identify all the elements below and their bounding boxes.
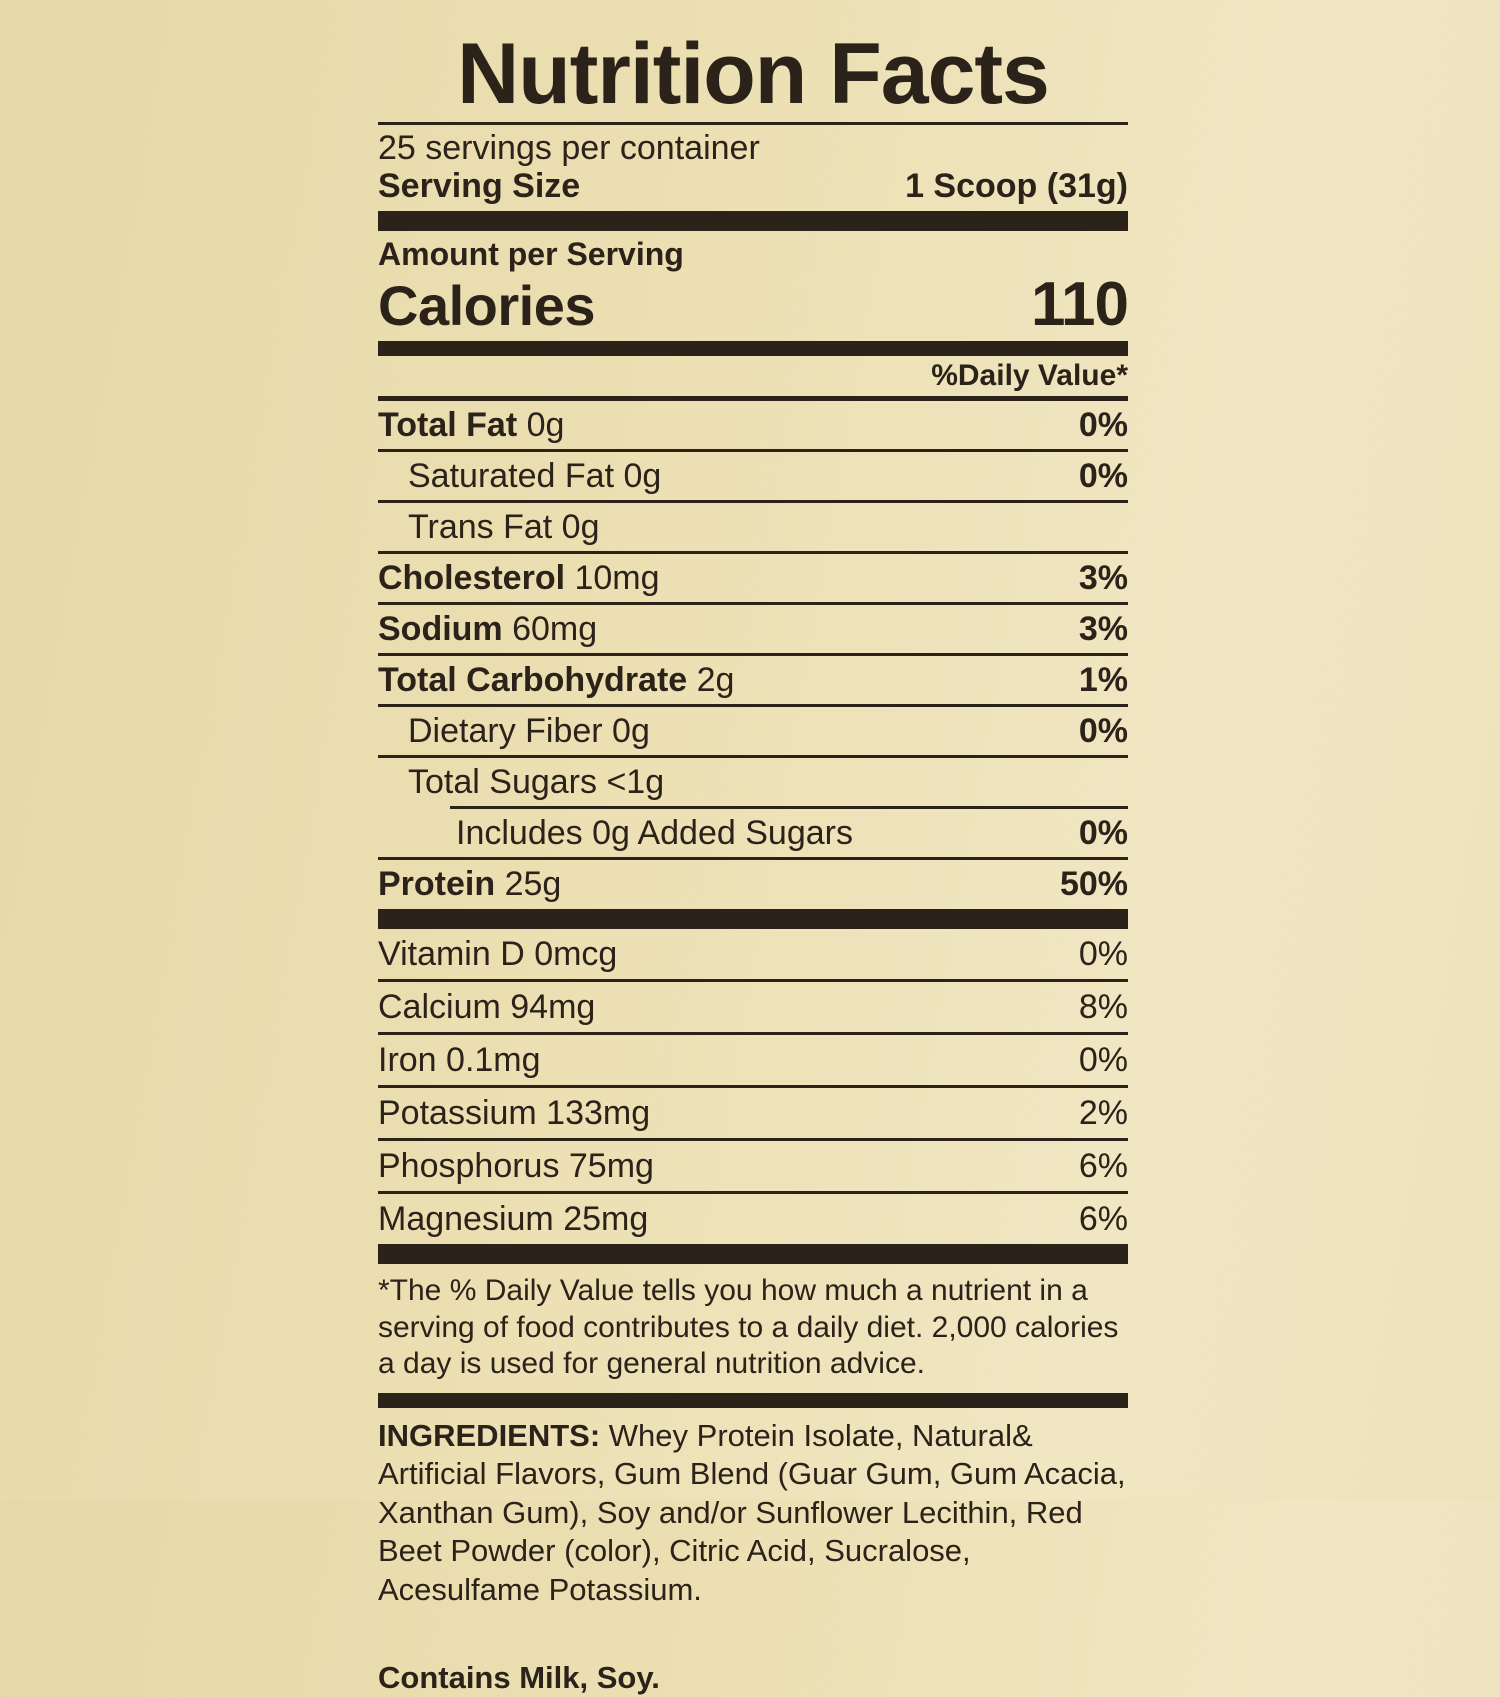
- micronutrient-row-divider: [378, 978, 1128, 982]
- servings-divider-thick: [378, 210, 1128, 231]
- micronutrient-row: Phosphorus 75mg 6%: [378, 1141, 1128, 1191]
- nutrient-name: Sodium 60mg: [378, 610, 598, 649]
- nutrient-row: Sodium 60mg 3%: [378, 605, 1128, 653]
- calories-value: 110: [1030, 270, 1129, 340]
- nutrient-name: Total Sugars <1g: [408, 763, 665, 802]
- serving-size-row: Serving Size 1 Scoop (31g): [378, 167, 1128, 211]
- nutrient-name: Trans Fat 0g: [408, 507, 600, 546]
- nutrient-row-divider-indented: [450, 806, 1128, 810]
- nutrition-facts-label: Nutrition Facts 25 servings per containe…: [378, 26, 1129, 1697]
- nutrient-row: Cholesterol 10mg 3%: [378, 554, 1128, 602]
- micronutrient-row: Vitamin D 0mcg 0%: [378, 929, 1128, 979]
- nutrient-name: Dietary Fiber 0g: [408, 712, 650, 751]
- nutrient-row-divider: [378, 755, 1128, 759]
- nutrient-daily-value: 50%: [1059, 865, 1128, 904]
- nutrient-daily-value: 0%: [1078, 814, 1128, 853]
- nutrient-daily-value: 1%: [1078, 661, 1128, 700]
- nutrient-row: Saturated Fat 0g 0%: [378, 452, 1128, 500]
- nutrient-row: Protein 25g 50%: [378, 860, 1128, 908]
- serving-size-label: Serving Size: [378, 166, 581, 205]
- nutrient-name: Total Carbohydrate 2g: [378, 661, 735, 700]
- micronutrient-name: Potassium 133mg: [378, 1093, 651, 1132]
- micronutrient-rows: Vitamin D 0mcg 0% Calcium 94mg 8% Iron 0.1mg…: [378, 929, 1128, 1244]
- nutrient-row-divider: [378, 602, 1128, 606]
- calories-divider-thick: [378, 341, 1128, 357]
- nutrient-row: Total Carbohydrate 2g 1%: [378, 656, 1128, 704]
- ingredients-heading: INGREDIENTS:: [378, 1417, 601, 1453]
- daily-value-divider: [378, 395, 1128, 401]
- micronutrient-name: Iron 0.1mg: [378, 1040, 541, 1079]
- contains-statement: Contains Milk, Soy.: [378, 1659, 660, 1695]
- micronutrient-row-divider: [378, 1031, 1128, 1035]
- nutrient-row-divider: [378, 653, 1128, 657]
- amount-per-serving-label: Amount per Serving: [378, 235, 684, 272]
- nutrient-row: Total Fat 0g 0%: [378, 401, 1128, 449]
- nutrient-row: Dietary Fiber 0g 0%: [378, 707, 1128, 755]
- micronutrient-row-divider: [378, 1084, 1128, 1088]
- micronutrient-daily-value: 6%: [1078, 1146, 1128, 1185]
- nutrient-row-divider: [378, 499, 1128, 503]
- nutrient-daily-value: 0%: [1078, 456, 1128, 495]
- nutrient-row: Includes 0g Added Sugars 0%: [378, 809, 1128, 857]
- micronutrient-daily-value: 6%: [1078, 1199, 1128, 1238]
- calories-row: Calories 110: [378, 270, 1129, 341]
- micronutrient-name: Phosphorus 75mg: [378, 1146, 654, 1185]
- micronutrient-daily-value: 2%: [1078, 1093, 1128, 1132]
- ingredients-statement: INGREDIENTS: Whey Protein Isolate, Natur…: [378, 1408, 1128, 1609]
- nutrient-daily-value: 3%: [1078, 558, 1128, 597]
- nutrient-row: Total Sugars <1g: [378, 758, 1128, 806]
- micronutrient-daily-value: 0%: [1078, 934, 1128, 973]
- nutrient-name: Cholesterol 10mg: [378, 558, 660, 597]
- nutrient-name: Includes 0g Added Sugars: [456, 814, 853, 853]
- title-divider: [378, 121, 1128, 125]
- micronutrient-row: Calcium 94mg 8%: [378, 982, 1128, 1032]
- servings-per-container: 25 servings per container: [378, 128, 760, 167]
- micronutrient-daily-value: 0%: [1078, 1040, 1128, 1079]
- nutrient-row-divider: [378, 704, 1128, 708]
- micronutrient-divider-thick: [378, 1243, 1128, 1264]
- nutrient-name: Total Fat 0g: [378, 405, 565, 444]
- micronutrient-name: Vitamin D 0mcg: [378, 934, 618, 973]
- nutrient-daily-value: 3%: [1078, 610, 1128, 649]
- micronutrient-row: Iron 0.1mg 0%: [378, 1035, 1128, 1085]
- micronutrient-row-divider: [378, 1137, 1128, 1141]
- nutrient-row-divider: [378, 550, 1128, 554]
- nutrient-rows: Total Fat 0g 0% Saturated Fat 0g 0% Trans Fa…: [378, 401, 1128, 909]
- micronutrient-row-divider: [378, 1190, 1128, 1194]
- nutrient-row-divider: [378, 448, 1128, 452]
- micronutrient-row: Potassium 133mg 2%: [378, 1088, 1128, 1138]
- daily-value-footnote: *The % Daily Value tells you how much a …: [378, 1273, 1119, 1381]
- nutrient-name: Saturated Fat 0g: [408, 456, 662, 495]
- nutrient-daily-value: 0%: [1078, 712, 1128, 751]
- page-title: Nutrition Facts: [457, 26, 1050, 122]
- nutrient-row: Trans Fat 0g: [378, 503, 1128, 551]
- serving-size-value: 1 Scoop (31g): [905, 166, 1128, 205]
- nutrient-daily-value: 0%: [1078, 405, 1128, 444]
- micronutrient-name: Magnesium 25mg: [378, 1199, 649, 1238]
- micronutrient-daily-value: 8%: [1078, 987, 1128, 1026]
- nutrient-name: Protein 25g: [378, 865, 562, 904]
- protein-divider-thick: [378, 908, 1128, 929]
- nutrient-row-divider: [378, 857, 1128, 861]
- micronutrient-name: Calcium 94mg: [378, 987, 596, 1026]
- footnote-divider-thick: [378, 1392, 1128, 1408]
- calories-label: Calories: [378, 274, 596, 338]
- daily-value-header: %Daily Value*: [931, 359, 1128, 393]
- micronutrient-row: Magnesium 25mg 6%: [378, 1194, 1128, 1244]
